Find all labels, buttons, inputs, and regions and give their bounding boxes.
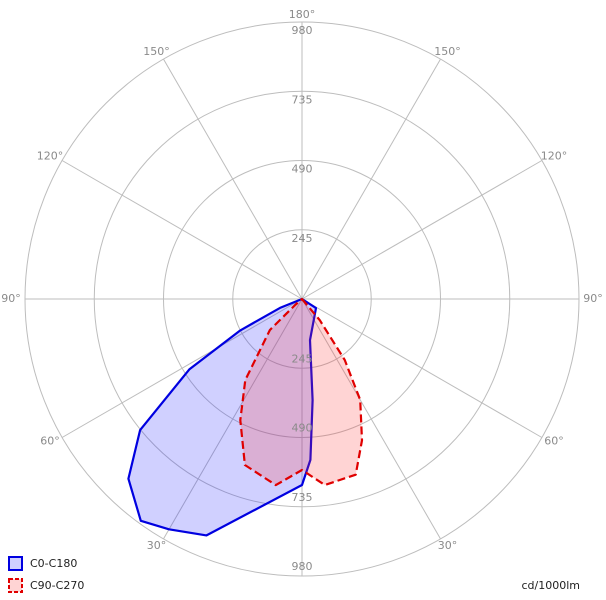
angle-tick-label: 60° [544,435,564,448]
legend-label: C90-C270 [30,579,84,592]
series-curve [239,297,364,487]
grid-spoke [61,160,303,300]
angle-tick-label: 150° [143,45,170,58]
grid-spoke [301,298,543,438]
r-tick-label: 245 [292,232,313,245]
angle-tick-label: 30° [147,539,167,552]
angle-tick-label: 60° [40,435,60,448]
legend-swatch [8,578,23,593]
angle-tick-label: 120° [541,149,568,162]
legend-swatch [8,556,23,571]
r-tick-label: 735 [292,93,313,106]
r-tick-label: 980 [292,24,313,37]
r-tick-label: 980 [292,560,313,573]
angle-tick-label: 90° [1,292,21,305]
unit-label: cd/1000lm [521,579,580,592]
r-tick-label: 490 [292,422,313,435]
grid-spoke [301,298,441,540]
angle-tick-label: 120° [37,149,64,162]
r-tick-label: 735 [292,491,313,504]
series-curve [127,297,318,537]
r-tick-label: 490 [292,163,313,176]
grid-spoke [301,160,543,300]
angle-tick-label: 150° [434,45,461,58]
r-tick-label: 245 [292,352,313,365]
grid-spoke [163,298,303,540]
angle-tick-label: 30° [438,539,458,552]
grid-spoke [163,58,303,300]
grid-spoke [61,298,303,438]
legend-label: C0-C180 [30,557,77,570]
angle-tick-label: 90° [583,292,603,305]
grid-spoke [301,58,441,300]
angle-tick-label: 180° [289,8,316,21]
